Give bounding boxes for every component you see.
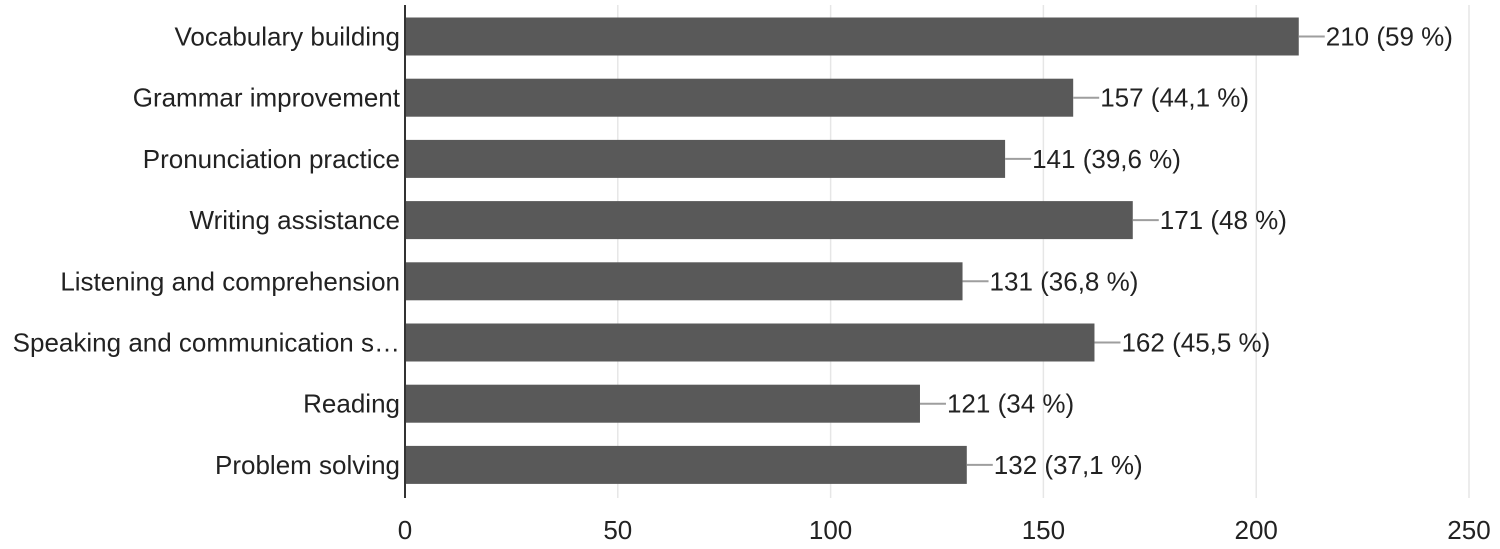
value-label: 131 (36,8 %) [990, 266, 1139, 296]
x-tick-label: 150 [1022, 515, 1065, 545]
category-label: Writing assistance [190, 205, 401, 235]
value-label: 141 (39,6 %) [1032, 144, 1181, 174]
value-labels: 210 (59 %) 157 (44,1 %) 141 (39,6 %) 171 (4… [947, 22, 1453, 480]
category-label: Pronunciation practice [143, 144, 400, 174]
bar [405, 139, 1006, 178]
bars [405, 17, 1299, 484]
category-label: Problem solving [215, 450, 400, 480]
bar [405, 78, 1074, 117]
value-label: 210 (59 %) [1326, 22, 1453, 52]
category-label: Speaking and communication s… [13, 328, 400, 358]
x-tick-label: 0 [398, 515, 412, 545]
category-labels: Vocabulary building Grammar improvement Pr… [13, 22, 401, 480]
bar [405, 262, 963, 301]
category-label: Reading [303, 389, 400, 419]
bar [405, 201, 1133, 240]
bar [405, 445, 967, 484]
x-tick-label: 250 [1447, 515, 1490, 545]
x-tick-label: 50 [603, 515, 632, 545]
value-leader-lines [919, 35, 1325, 466]
category-label: Listening and comprehension [60, 266, 400, 296]
bar [405, 323, 1095, 362]
x-axis-tick-labels: 0 50 100 150 200 250 [398, 515, 1491, 545]
x-tick-label: 200 [1235, 515, 1278, 545]
value-label: 132 (37,1 %) [994, 450, 1143, 480]
bar [405, 17, 1299, 56]
value-label: 162 (45,5 %) [1121, 328, 1270, 358]
category-label: Grammar improvement [133, 83, 401, 113]
bar [405, 384, 920, 423]
value-label: 157 (44,1 %) [1100, 83, 1249, 113]
value-label: 171 (48 %) [1160, 205, 1287, 235]
x-tick-label: 100 [809, 515, 852, 545]
category-label: Vocabulary building [175, 22, 401, 52]
value-label: 121 (34 %) [947, 389, 1074, 419]
